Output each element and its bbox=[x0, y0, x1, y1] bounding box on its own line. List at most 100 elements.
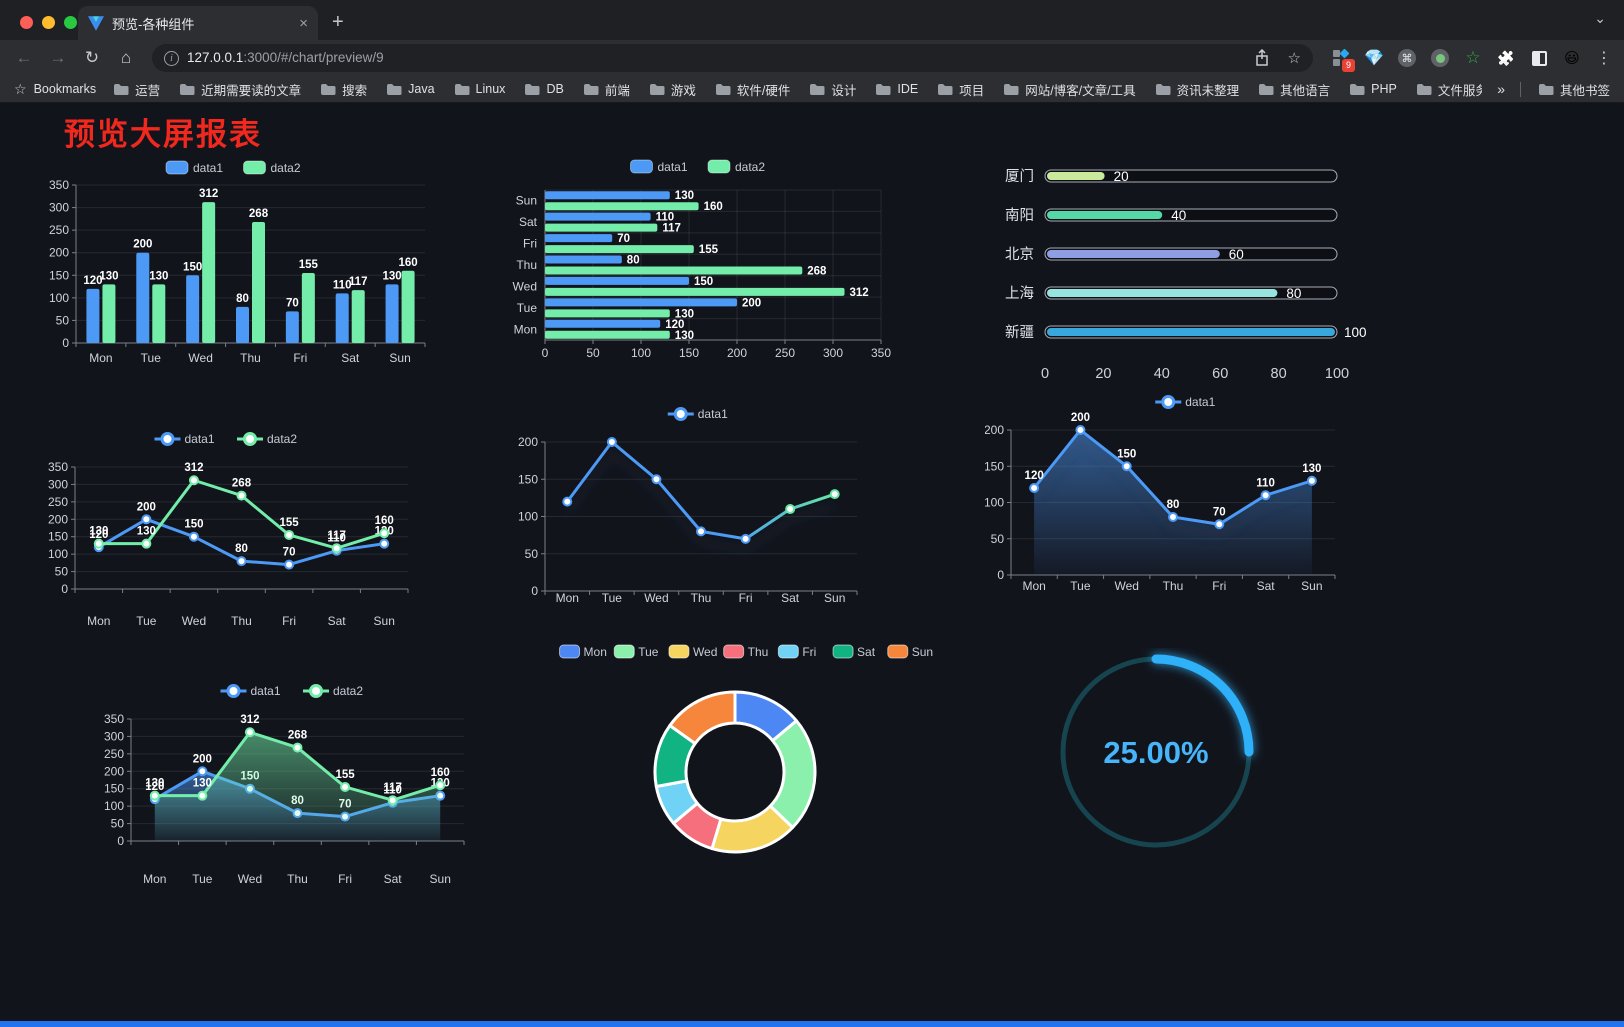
svg-text:100: 100 bbox=[1325, 366, 1349, 382]
record-glyph bbox=[1431, 49, 1449, 67]
data-point bbox=[141, 514, 152, 525]
bookmarks-bar: ☆ Bookmarks 运营 近期需要读的文章 搜索 Java Linux DB 前端 游戏 软… bbox=[0, 76, 1624, 103]
gauge-chart-svg: 25.00% bbox=[1060, 654, 1254, 848]
folder-icon bbox=[715, 83, 731, 95]
bookmark-folder-item[interactable]: 近期需要读的文章 bbox=[179, 80, 301, 99]
bar bbox=[545, 202, 699, 211]
data-point bbox=[284, 529, 295, 540]
bookmark-star-icon[interactable]: ☆ bbox=[1287, 50, 1301, 67]
svg-text:130: 130 bbox=[149, 270, 168, 282]
gem-extension-icon[interactable]: 💎 bbox=[1364, 50, 1384, 67]
bottom-accent-bar bbox=[0, 1021, 1624, 1027]
svg-text:data1: data1 bbox=[185, 432, 215, 446]
browser-tab[interactable]: 预览-各种组件 × bbox=[78, 6, 318, 40]
svg-text:0: 0 bbox=[997, 568, 1004, 582]
bar bbox=[385, 284, 399, 343]
tab-close-icon[interactable]: × bbox=[299, 14, 308, 32]
bookmark-folder-item[interactable]: 搜索 bbox=[320, 80, 367, 99]
data-point bbox=[197, 766, 208, 777]
svg-text:100: 100 bbox=[49, 291, 69, 305]
extensions-puzzle-icon[interactable]: 🧩 bbox=[1497, 49, 1515, 66]
svg-text:Wed: Wed bbox=[188, 351, 212, 365]
svg-text:200: 200 bbox=[104, 764, 124, 778]
bar bbox=[545, 245, 694, 254]
svg-text:50: 50 bbox=[56, 313, 70, 327]
legend-swatch bbox=[613, 644, 635, 659]
chart-area-single: data1 0 50 100 150 200 120 200 150 80 70 110 130 Mon T… bbox=[984, 388, 1390, 600]
command-extension-icon[interactable]: ⌘ bbox=[1397, 48, 1417, 68]
line-chart-svg: data1 data2 0 50 100 150 200 250 300 350 120 200 150… bbox=[48, 432, 409, 628]
svg-text:Sun: Sun bbox=[389, 351, 410, 365]
bookmark-folder-item[interactable]: 资讯未整理 bbox=[1155, 80, 1239, 99]
bookmark-folder-item[interactable]: 运营 bbox=[113, 80, 160, 99]
extension-icons: 9 💎 ⌘ ☆ 🧩 😃 bbox=[1331, 48, 1582, 72]
close-window-button[interactable] bbox=[20, 16, 33, 29]
svg-text:300: 300 bbox=[48, 477, 68, 491]
window-controls[interactable] bbox=[20, 16, 77, 29]
legend-swatch bbox=[559, 644, 581, 659]
address-bar[interactable]: i 127.0.0.1:3000/#/chart/preview/9 ☆ bbox=[152, 44, 1313, 72]
bookmark-folder-item[interactable]: 前端 bbox=[583, 80, 630, 99]
bookmark-folder-item[interactable]: 文件服务器 bbox=[1416, 80, 1482, 99]
svg-text:130: 130 bbox=[382, 270, 401, 282]
bookmarks-label[interactable]: Bookmarks bbox=[33, 82, 97, 96]
svg-text:150: 150 bbox=[48, 530, 68, 544]
bookmark-folder-item[interactable]: 游戏 bbox=[649, 80, 696, 99]
reload-icon[interactable]: ↻ bbox=[84, 48, 100, 67]
bookmark-folder-label: 游戏 bbox=[670, 83, 696, 98]
bookmarks-overflow-chevron[interactable]: » bbox=[1497, 81, 1505, 97]
svg-text:北京: 北京 bbox=[1005, 246, 1034, 263]
browser-menu-icon[interactable]: ⋮ bbox=[1596, 50, 1612, 67]
folder-icon bbox=[1350, 83, 1365, 95]
maximize-window-button[interactable] bbox=[64, 16, 77, 29]
svg-text:南阳: 南阳 bbox=[1005, 207, 1034, 224]
share-icon[interactable] bbox=[1254, 49, 1270, 67]
bookmark-folder-item[interactable]: PHP bbox=[1349, 82, 1397, 96]
profile-avatar[interactable]: 😃 bbox=[1564, 50, 1580, 67]
data-point bbox=[188, 531, 199, 542]
other-bookmarks-folder[interactable]: 其他书签 bbox=[1538, 80, 1610, 99]
green-star-extension-icon[interactable]: ☆ bbox=[1465, 48, 1481, 67]
record-extension-icon[interactable] bbox=[1430, 48, 1450, 68]
bookmark-folder-item[interactable]: 设计 bbox=[809, 80, 856, 99]
data-point bbox=[284, 559, 295, 570]
svg-text:Wed: Wed bbox=[238, 872, 262, 886]
home-icon[interactable]: ⌂ bbox=[120, 48, 132, 67]
data-point bbox=[1121, 461, 1132, 472]
bookmark-folder-item[interactable]: 网站/博客/文章/工具 bbox=[1003, 80, 1136, 99]
bookmark-folder-item[interactable]: 其他语言 bbox=[1258, 80, 1330, 99]
bookmark-folder-item[interactable]: Java bbox=[386, 82, 435, 96]
split-view-extension-icon[interactable] bbox=[1529, 48, 1549, 68]
grid-diamond-extension-icon[interactable]: 9 bbox=[1331, 48, 1355, 72]
svg-text:0: 0 bbox=[1041, 366, 1049, 382]
chart-area-two-series: data1data2050100150200250300350120200150… bbox=[95, 677, 493, 893]
bar bbox=[545, 330, 670, 339]
bookmark-folder-item[interactable]: DB bbox=[524, 82, 564, 96]
hbar-chart-svg: data1 data2 0 50 100 150 200 250 300 350 Sun 130 160… bbox=[513, 159, 891, 360]
new-tab-button[interactable]: + bbox=[332, 11, 344, 33]
svg-text:70: 70 bbox=[286, 297, 299, 309]
svg-text:268: 268 bbox=[807, 266, 827, 278]
svg-text:130: 130 bbox=[675, 330, 694, 342]
area-fill bbox=[154, 732, 441, 841]
bookmarks-star-icon[interactable]: ☆ bbox=[14, 80, 27, 97]
svg-text:Sun: Sun bbox=[430, 872, 451, 886]
svg-text:50: 50 bbox=[111, 817, 125, 831]
svg-text:312: 312 bbox=[184, 462, 203, 474]
bookmark-folder-item[interactable]: IDE bbox=[875, 82, 918, 96]
site-info-icon[interactable]: i bbox=[164, 50, 179, 66]
bookmark-folder-label: Linux bbox=[475, 82, 506, 96]
svg-text:Fri: Fri bbox=[1212, 579, 1226, 593]
minimize-window-button[interactable] bbox=[42, 16, 55, 29]
svg-text:data1: data1 bbox=[193, 161, 223, 175]
svg-text:100: 100 bbox=[48, 547, 68, 561]
bookmark-folder-item[interactable]: 项目 bbox=[937, 80, 984, 99]
back-icon[interactable]: ← bbox=[15, 48, 33, 67]
svg-text:Tue: Tue bbox=[192, 872, 213, 886]
forward-icon[interactable]: → bbox=[49, 48, 67, 67]
bookmark-folder-item[interactable]: 软件/硬件 bbox=[715, 80, 790, 99]
svg-text:Tue: Tue bbox=[638, 645, 659, 659]
tab-search-chevron-icon[interactable]: ⌄ bbox=[1594, 10, 1606, 26]
svg-text:Sun: Sun bbox=[516, 194, 537, 208]
bookmark-folder-item[interactable]: Linux bbox=[454, 82, 506, 96]
